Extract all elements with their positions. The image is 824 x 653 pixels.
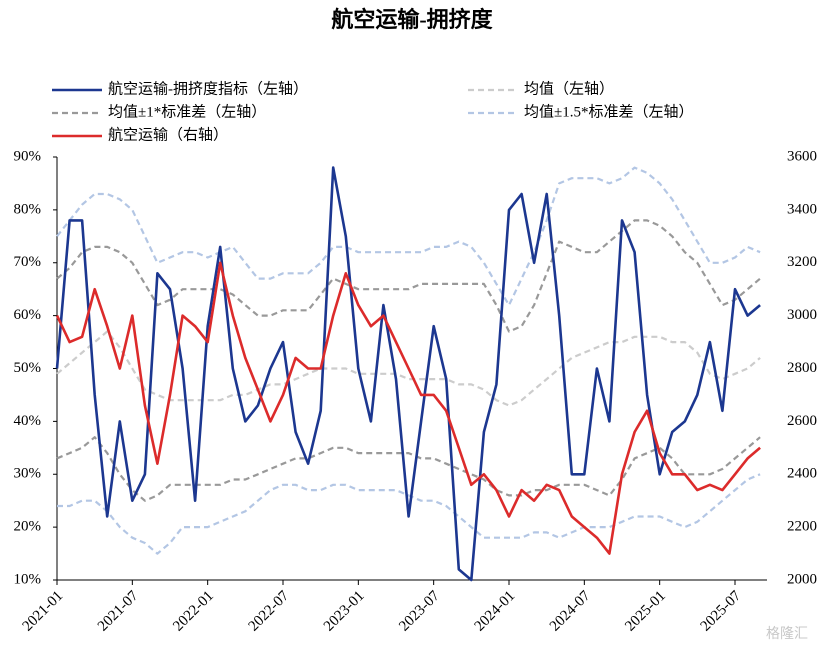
- y-tick-label: 70%: [14, 254, 42, 270]
- series-line: [55, 261, 761, 555]
- y2-tick-label: 2200: [787, 519, 817, 535]
- legend-label: 均值（左轴）: [524, 80, 614, 97]
- y-tick-label: 20%: [14, 519, 42, 535]
- y-tick-label: 80%: [14, 201, 42, 217]
- y2-tick-label: 3200: [787, 254, 817, 270]
- series-line: [56, 219, 761, 333]
- y-tick-label: 10%: [14, 571, 42, 587]
- legend-label: 航空运输（右轴）: [108, 126, 228, 143]
- y2-tick-label: 3600: [787, 148, 817, 164]
- y-tick-label: 30%: [14, 466, 42, 482]
- y2-tick-label: 2600: [787, 413, 817, 429]
- legend-label: 均值±1.5*标准差（左轴）: [524, 103, 693, 120]
- y-tick-label: 50%: [14, 360, 42, 376]
- y-tick-label: 90%: [14, 148, 42, 164]
- series-line: [56, 436, 761, 502]
- watermark: 格隆汇: [766, 626, 808, 642]
- y-tick-label: 40%: [14, 413, 42, 429]
- series-line: [57, 473, 761, 555]
- series-line: [55, 166, 761, 582]
- y-tick-label: 60%: [14, 307, 42, 323]
- y2-tick-label: 3000: [787, 307, 817, 323]
- y2-tick-label: 2800: [787, 360, 817, 376]
- y2-tick-label: 2000: [787, 571, 817, 587]
- chart-title: 航空运输-拥挤度: [331, 7, 493, 32]
- y2-tick-label: 2400: [787, 466, 817, 482]
- legend-label: 均值±1*标准差（左轴）: [108, 103, 266, 120]
- series-line: [56, 166, 761, 307]
- legend-label: 航空运输-拥挤度指标（左轴）: [108, 80, 308, 97]
- y2-tick-label: 3400: [787, 201, 817, 217]
